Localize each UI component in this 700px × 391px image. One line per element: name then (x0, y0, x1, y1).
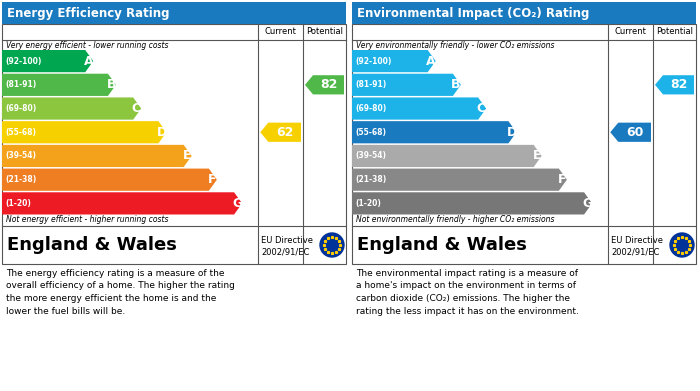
Text: G: G (232, 197, 242, 210)
Polygon shape (655, 75, 694, 95)
Text: Potential: Potential (656, 27, 693, 36)
Text: (81-91): (81-91) (355, 80, 386, 89)
Text: G: G (582, 197, 592, 210)
Text: F: F (558, 173, 566, 186)
Text: (21-38): (21-38) (355, 175, 386, 184)
Text: 62: 62 (276, 126, 293, 139)
Text: D: D (507, 126, 517, 139)
Polygon shape (352, 74, 461, 96)
Polygon shape (305, 75, 344, 95)
Text: (1-20): (1-20) (355, 199, 381, 208)
Text: B: B (106, 78, 116, 91)
Text: B: B (452, 78, 461, 91)
Text: A: A (83, 55, 93, 68)
Bar (352, 2, 696, 24)
Text: EU Directive: EU Directive (261, 236, 314, 245)
Text: E: E (533, 149, 541, 163)
Polygon shape (2, 97, 141, 120)
Circle shape (670, 233, 694, 257)
Text: Environmental Impact (CO₂) Rating: Environmental Impact (CO₂) Rating (357, 7, 589, 20)
Text: The environmental impact rating is a measure of
a home's impact on the environme: The environmental impact rating is a mea… (356, 269, 579, 316)
Text: (69-80): (69-80) (355, 104, 386, 113)
Polygon shape (2, 121, 167, 143)
Bar (352, 24, 696, 264)
Text: (92-100): (92-100) (5, 57, 41, 66)
Text: (55-68): (55-68) (355, 128, 386, 137)
Text: 2002/91/EC: 2002/91/EC (261, 248, 309, 256)
Polygon shape (2, 192, 242, 215)
Polygon shape (2, 50, 93, 72)
Text: Energy Efficiency Rating: Energy Efficiency Rating (7, 7, 169, 20)
Text: (55-68): (55-68) (5, 128, 36, 137)
Bar (2, 2, 346, 24)
Text: Not environmentally friendly - higher CO₂ emissions: Not environmentally friendly - higher CO… (356, 215, 554, 224)
Polygon shape (352, 169, 567, 191)
Text: (39-54): (39-54) (5, 151, 36, 160)
Text: F: F (208, 173, 216, 186)
Text: The energy efficiency rating is a measure of the
overall efficiency of a home. T: The energy efficiency rating is a measur… (6, 269, 235, 316)
Polygon shape (352, 121, 517, 143)
Text: (92-100): (92-100) (355, 57, 391, 66)
Polygon shape (352, 97, 486, 120)
Polygon shape (2, 169, 217, 191)
Text: (39-54): (39-54) (355, 151, 386, 160)
Polygon shape (2, 145, 192, 167)
Polygon shape (610, 123, 651, 142)
Polygon shape (352, 50, 435, 72)
Bar (2, 24, 346, 264)
Text: 2002/91/EC: 2002/91/EC (611, 248, 659, 256)
Text: England & Wales: England & Wales (357, 236, 527, 254)
Text: 60: 60 (626, 126, 643, 139)
Text: Very energy efficient - lower running costs: Very energy efficient - lower running co… (6, 41, 169, 50)
Text: (1-20): (1-20) (5, 199, 31, 208)
Text: 82: 82 (670, 78, 687, 91)
Text: C: C (477, 102, 486, 115)
Polygon shape (260, 123, 301, 142)
Polygon shape (352, 145, 542, 167)
Text: E: E (183, 149, 191, 163)
Polygon shape (352, 192, 592, 215)
Text: Current: Current (265, 27, 297, 36)
Text: England & Wales: England & Wales (7, 236, 177, 254)
Text: D: D (157, 126, 167, 139)
Text: Very environmentally friendly - lower CO₂ emissions: Very environmentally friendly - lower CO… (356, 41, 554, 50)
Text: 82: 82 (320, 78, 337, 91)
Text: Current: Current (615, 27, 647, 36)
Text: A: A (426, 55, 435, 68)
Text: (69-80): (69-80) (5, 104, 36, 113)
Circle shape (320, 233, 344, 257)
Text: (21-38): (21-38) (5, 175, 36, 184)
Text: Not energy efficient - higher running costs: Not energy efficient - higher running co… (6, 215, 169, 224)
Polygon shape (2, 74, 116, 96)
Text: Potential: Potential (306, 27, 343, 36)
Text: C: C (132, 102, 141, 115)
Text: (81-91): (81-91) (5, 80, 36, 89)
Text: EU Directive: EU Directive (611, 236, 664, 245)
